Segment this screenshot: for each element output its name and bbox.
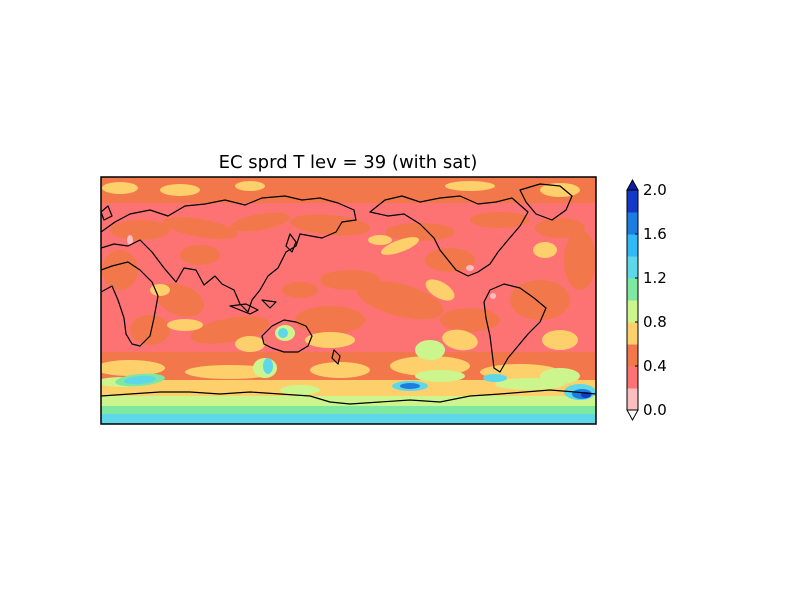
colorbar-segment (627, 212, 638, 235)
spread-patch-yellow (381, 237, 419, 255)
spread-patch-lightgreen (540, 368, 580, 384)
colorbar-tick-label: 2.0 (643, 181, 667, 199)
spread-patch-orange (535, 218, 585, 238)
spread-patch-orange (425, 248, 475, 272)
coastline-greenland (519, 183, 573, 221)
spread-band-south-5 (101, 414, 596, 424)
colorbar-tick-label: 0.8 (643, 313, 667, 331)
spread-patch-orange (385, 223, 455, 241)
spread-patch-orange (110, 220, 170, 240)
colorbar-segment (627, 278, 638, 301)
colorbar-segment (627, 234, 638, 257)
spread-patch-yellow (235, 181, 265, 191)
colorbar-tick-label: 0.0 (643, 401, 667, 419)
spread-patch-lightgreen (280, 385, 320, 395)
spread-patch-yellow (160, 184, 200, 196)
spread-patch-yellow (101, 360, 165, 376)
spread-patch-yellow (540, 183, 580, 197)
coastline-new-zealand (331, 349, 341, 365)
spread-patch-yellow (310, 362, 370, 378)
colorbar-segment (627, 344, 638, 367)
chart-title: EC sprd T lev = 39 (with sat) (219, 152, 478, 173)
coastline-north-america (369, 195, 529, 277)
spread-patch-orange (320, 270, 380, 290)
colorbar: 0.0 0.4 0.8 1.2 1.6 2.0 (626, 178, 667, 422)
colorbar-segment (627, 366, 638, 389)
spread-patch-yellow (305, 332, 355, 348)
spread-band-south-4 (101, 406, 596, 416)
colorbar-tick-label: 1.2 (643, 269, 667, 287)
coastline-eurasia (101, 195, 357, 313)
spread-patch-blue (400, 383, 420, 389)
spread-patch-lightgreen (415, 370, 465, 382)
spread-patch-orange (356, 280, 444, 320)
spread-band-south-3 (101, 396, 596, 408)
colorbar-segments (627, 190, 638, 411)
spread-patch-cyan (124, 375, 156, 385)
colorbar-extend-under (626, 409, 639, 422)
spread-patch-pink (466, 265, 474, 271)
spread-patch-yellow (442, 329, 478, 351)
spread-patch-yellow (368, 235, 392, 245)
spread-patch-orange (162, 216, 238, 240)
spread-patch-orange (230, 212, 290, 232)
spread-patch-orange (295, 306, 365, 334)
coastline-antarctica (101, 389, 596, 405)
spread-patch-yellow (542, 330, 578, 350)
spread-patch-orange (510, 280, 570, 320)
spread-patch-yellow (167, 319, 203, 331)
spread-patch-orange (440, 308, 500, 332)
spread-patch-cyan (263, 358, 273, 374)
colorbar-ticks: 0.0 0.4 0.8 1.2 1.6 2.0 (635, 181, 667, 419)
spread-patch-orange (130, 315, 170, 345)
spread-patch-orange (290, 214, 370, 236)
spread-patch-cyan (483, 374, 507, 382)
coastline-south-america (483, 283, 547, 373)
map-panel (101, 177, 596, 424)
coastline-australia (261, 319, 313, 353)
spread-patch-cyan (278, 328, 288, 338)
spread-patch-yellow (533, 242, 557, 258)
colorbar-segment (627, 190, 638, 213)
colorbar-tick-label: 0.4 (643, 357, 667, 375)
spread-patch-yellow (102, 182, 138, 194)
spread-patch-orange (282, 282, 318, 298)
spread-patch-pink (490, 293, 496, 299)
spread-patch-orange (102, 250, 138, 290)
spread-patch-lightgreen (415, 340, 445, 360)
spread-patch-yellow (235, 336, 265, 352)
spread-patch-orange (180, 245, 220, 265)
spread-patch-yellow (150, 284, 170, 296)
spread-patch-orange (564, 230, 596, 290)
spread-patch-yellow (445, 181, 495, 191)
colorbar-segment (627, 322, 638, 345)
colorbar-frame (626, 189, 639, 411)
coastline-africa (101, 261, 159, 347)
spread-patch-pink (127, 235, 133, 245)
colorbar-tick-label: 1.6 (643, 225, 667, 243)
colorbar-extend-over (626, 178, 639, 191)
coastline-uk (101, 205, 113, 221)
colorbar-segment (627, 300, 638, 323)
map-frame (100, 176, 597, 425)
spread-patch-yellow (185, 365, 275, 379)
coastlines (101, 183, 596, 405)
spread-patch-yellow (425, 279, 455, 301)
coastline-indonesia (229, 299, 277, 315)
spread-patch-orange (470, 212, 530, 228)
coastline-japan (285, 233, 297, 253)
colorbar-segment (627, 388, 638, 411)
colorbar-segment (627, 256, 638, 279)
